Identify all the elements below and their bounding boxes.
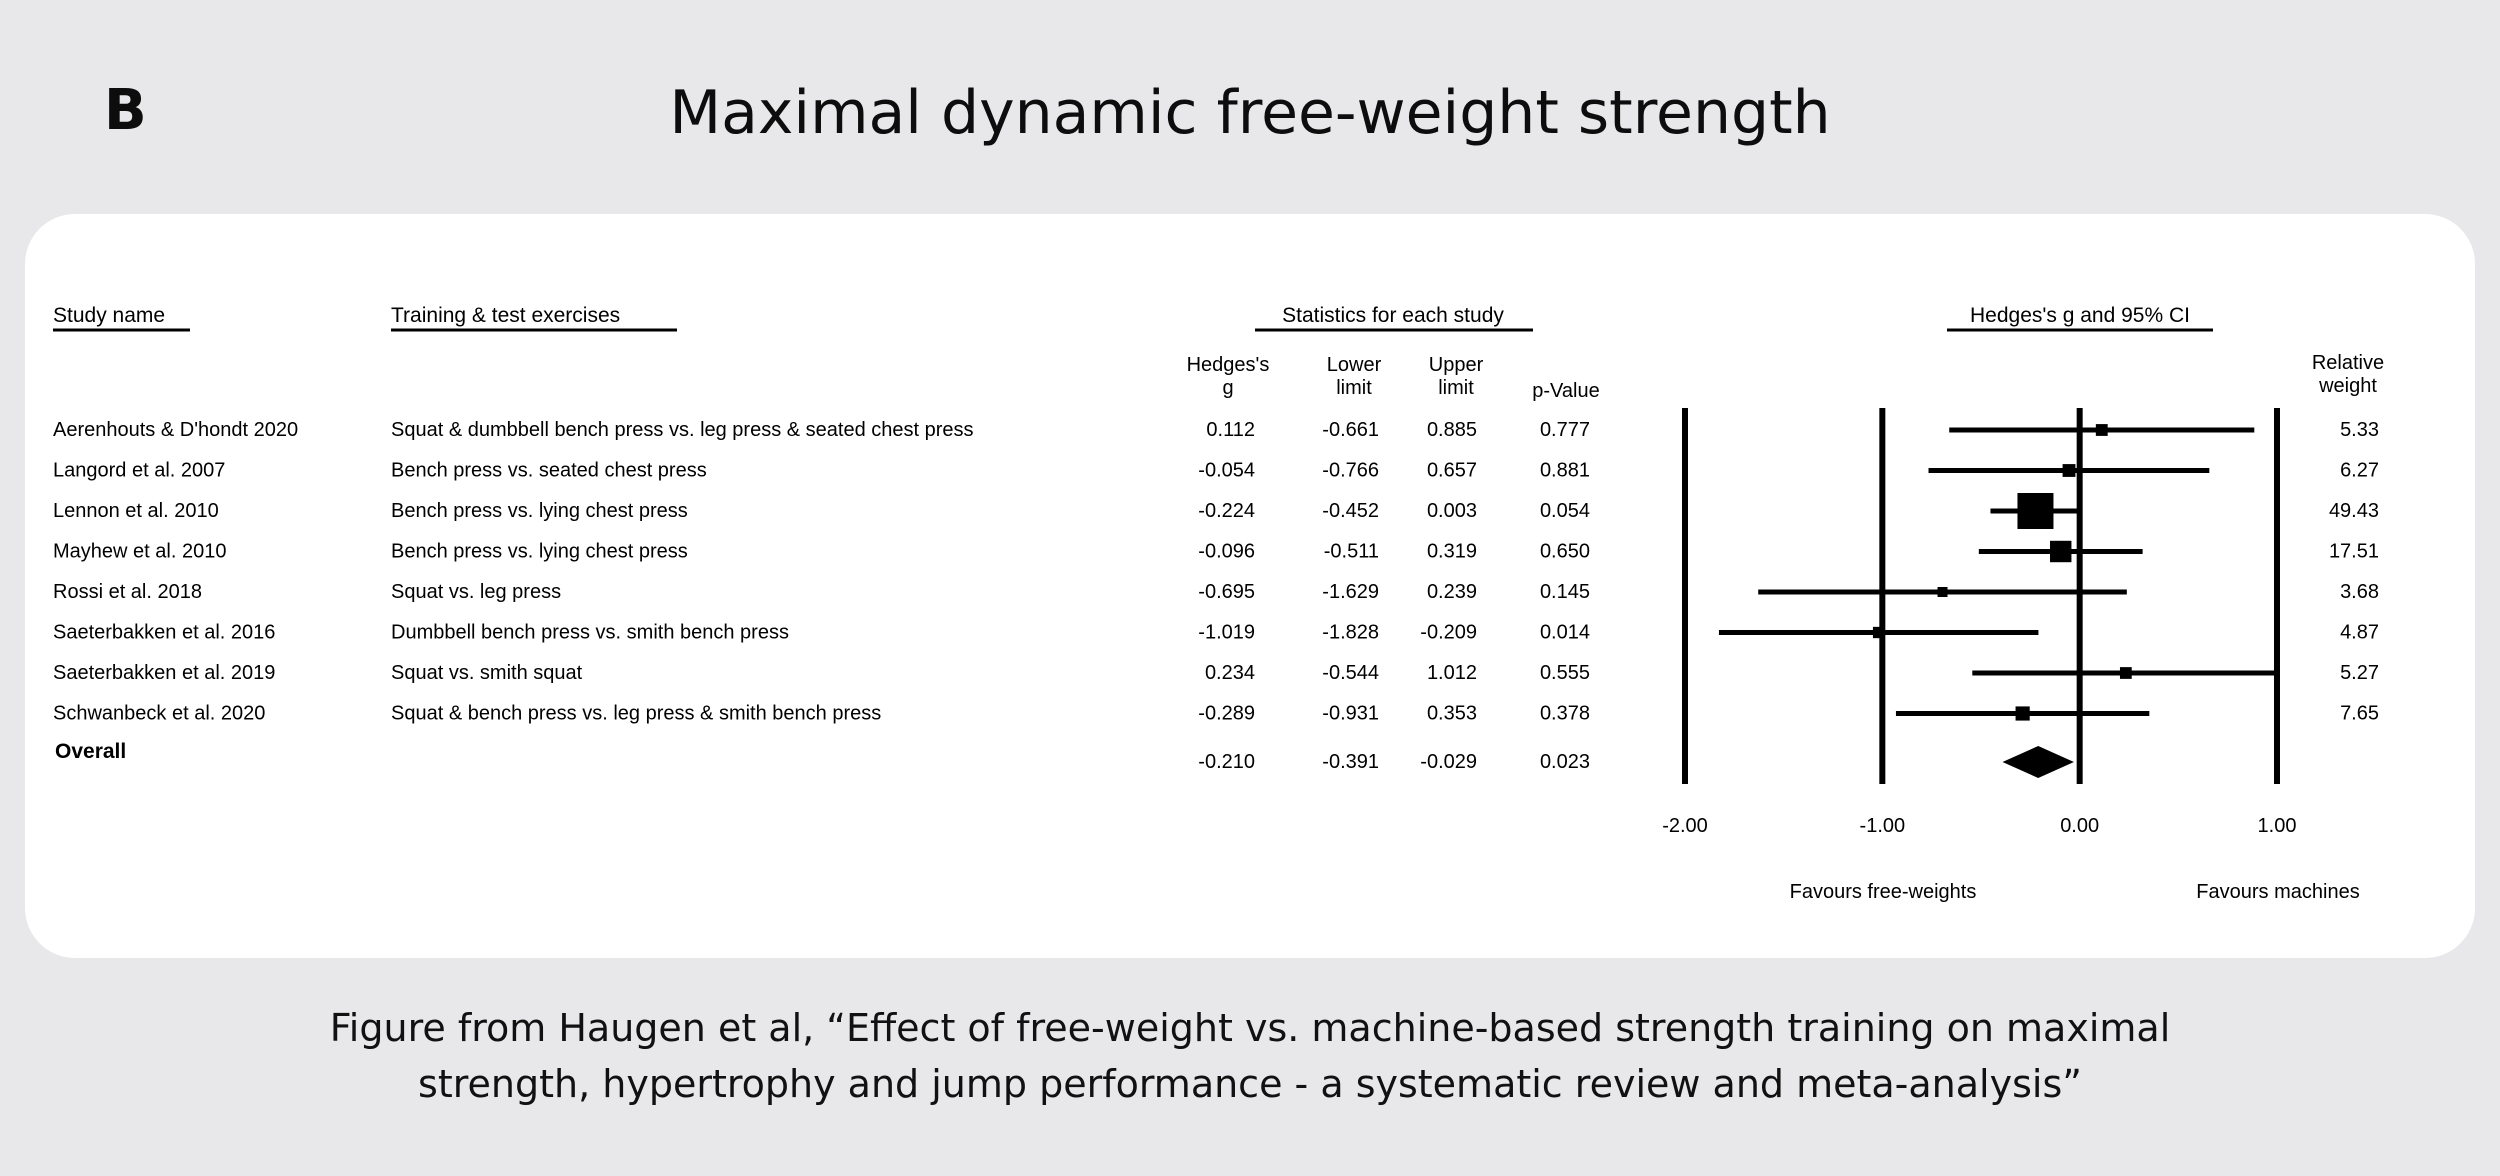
study-relative-weight: 17.51: [2329, 541, 2379, 563]
study-hedges-g: 0.234: [1205, 662, 1255, 684]
study-exercises: Squat vs. leg press: [391, 581, 561, 603]
study-exercises: Bench press vs. lying chest press: [391, 541, 688, 563]
study-lower-limit: -0.544: [1322, 662, 1379, 684]
overall-lower-limit: -0.391: [1322, 751, 1379, 773]
study-p-value: 0.054: [1540, 500, 1590, 522]
study-lower-limit: -0.452: [1322, 500, 1379, 522]
study-exercises: Bench press vs. seated chest press: [391, 460, 707, 482]
study-name: Langord et al. 2007: [53, 460, 225, 482]
caption-line-1: Figure from Haugen et al, “Effect of fre…: [329, 1006, 2171, 1050]
col-header-p-value: p-Value: [1532, 380, 1599, 402]
header-statistics: Statistics for each study: [1282, 304, 1504, 327]
study-p-value: 0.378: [1540, 703, 1590, 725]
overall-p-value: 0.023: [1540, 751, 1590, 773]
study-relative-weight: 4.87: [2340, 622, 2379, 644]
study-p-value: 0.881: [1540, 460, 1590, 482]
study-name: Saeterbakken et al. 2019: [53, 662, 275, 684]
overall-label: Overall: [55, 740, 126, 763]
x-tick-label: 0.00: [2060, 815, 2099, 837]
study-upper-limit: 0.003: [1427, 500, 1477, 522]
study-exercises: Squat & bench press vs. leg press & smit…: [391, 703, 881, 725]
figure-caption: Figure from Haugen et al, “Effect of fre…: [0, 1000, 2500, 1112]
page-title: Maximal dynamic free-weight strength: [669, 78, 1831, 148]
study-p-value: 0.777: [1540, 419, 1590, 441]
effect-size-marker: [2015, 706, 2030, 721]
col-header-lower-2: limit: [1336, 377, 1372, 399]
forest-plot: Study name Training & test exercises Sta…: [53, 304, 2384, 903]
study-hedges-g: -1.019: [1198, 622, 1255, 644]
col-header-upper-2: limit: [1438, 377, 1474, 399]
study-p-value: 0.145: [1540, 581, 1590, 603]
x-tick-label: -2.00: [1662, 815, 1708, 837]
caption-line-2: strength, hypertrophy and jump performan…: [418, 1062, 2082, 1106]
study-upper-limit: 0.885: [1427, 419, 1477, 441]
overall-upper-limit: -0.029: [1420, 751, 1477, 773]
col-header-weight-2: weight: [2318, 375, 2377, 397]
study-hedges-g: -0.289: [1198, 703, 1255, 725]
effect-size-marker: [2095, 424, 2108, 436]
col-header-upper-1: Upper: [1429, 354, 1484, 376]
effect-size-marker: [1937, 587, 1948, 597]
study-lower-limit: -1.629: [1322, 581, 1379, 603]
col-header-g-2: g: [1222, 377, 1233, 399]
favours-left-label: Favours free-weights: [1790, 881, 1977, 903]
study-lower-limit: -0.931: [1322, 703, 1379, 725]
study-upper-limit: 0.319: [1427, 541, 1477, 563]
study-p-value: 0.014: [1540, 622, 1590, 644]
overall-diamond: [2002, 746, 2074, 778]
effect-size-marker: [2119, 667, 2132, 679]
overall-hedges-g: -0.210: [1198, 751, 1255, 773]
study-exercises: Squat & dumbbell bench press vs. leg pre…: [391, 419, 974, 441]
study-exercises: Bench press vs. lying chest press: [391, 500, 688, 522]
study-name: Schwanbeck et al. 2020: [53, 703, 265, 725]
x-tick-label: 1.00: [2258, 815, 2297, 837]
study-relative-weight: 3.68: [2340, 581, 2379, 603]
study-p-value: 0.650: [1540, 541, 1590, 563]
effect-size-marker: [2062, 464, 2076, 477]
study-hedges-g: -0.054: [1198, 460, 1255, 482]
study-relative-weight: 6.27: [2340, 460, 2379, 482]
x-tick-label: -1.00: [1860, 815, 1906, 837]
study-exercises: Dumbbell bench press vs. smith bench pre…: [391, 622, 789, 644]
study-hedges-g: -0.096: [1198, 541, 1255, 563]
col-header-lower-1: Lower: [1327, 354, 1382, 376]
study-lower-limit: -0.661: [1322, 419, 1379, 441]
header-study-name: Study name: [53, 304, 165, 327]
study-exercises: Squat vs. smith squat: [391, 662, 583, 684]
study-upper-limit: 0.239: [1427, 581, 1477, 603]
study-relative-weight: 7.65: [2340, 703, 2379, 725]
favours-right-label: Favours machines: [2196, 881, 2359, 903]
study-relative-weight: 49.43: [2329, 500, 2379, 522]
study-name: Rossi et al. 2018: [53, 581, 202, 603]
effect-size-marker: [2050, 540, 2072, 563]
figure-card: Study name Training & test exercises Sta…: [25, 214, 2475, 958]
study-upper-limit: 0.657: [1427, 460, 1477, 482]
col-header-weight-1: Relative: [2312, 352, 2384, 374]
header-plot: Hedges's g and 95% CI: [1970, 304, 2190, 327]
study-relative-weight: 5.27: [2340, 662, 2379, 684]
study-hedges-g: -0.695: [1198, 581, 1255, 603]
study-name: Mayhew et al. 2010: [53, 541, 226, 563]
study-lower-limit: -0.511: [1324, 541, 1379, 563]
study-upper-limit: 1.012: [1427, 662, 1477, 684]
study-upper-limit: -0.209: [1420, 622, 1477, 644]
study-relative-weight: 5.33: [2340, 419, 2379, 441]
study-hedges-g: 0.112: [1206, 419, 1255, 441]
study-name: Lennon et al. 2010: [53, 500, 219, 522]
study-hedges-g: -0.224: [1198, 500, 1255, 522]
header-exercises: Training & test exercises: [391, 304, 620, 327]
panel-label: B: [104, 78, 147, 143]
study-lower-limit: -0.766: [1322, 460, 1379, 482]
study-name: Aerenhouts & D'hondt 2020: [53, 419, 298, 441]
study-lower-limit: -1.828: [1322, 622, 1379, 644]
col-header-g-1: Hedges's: [1187, 354, 1270, 376]
study-upper-limit: 0.353: [1427, 703, 1477, 725]
study-name: Saeterbakken et al. 2016: [53, 622, 275, 644]
effect-size-marker: [1872, 626, 1885, 639]
effect-size-marker: [2017, 493, 2054, 529]
study-p-value: 0.555: [1540, 662, 1590, 684]
